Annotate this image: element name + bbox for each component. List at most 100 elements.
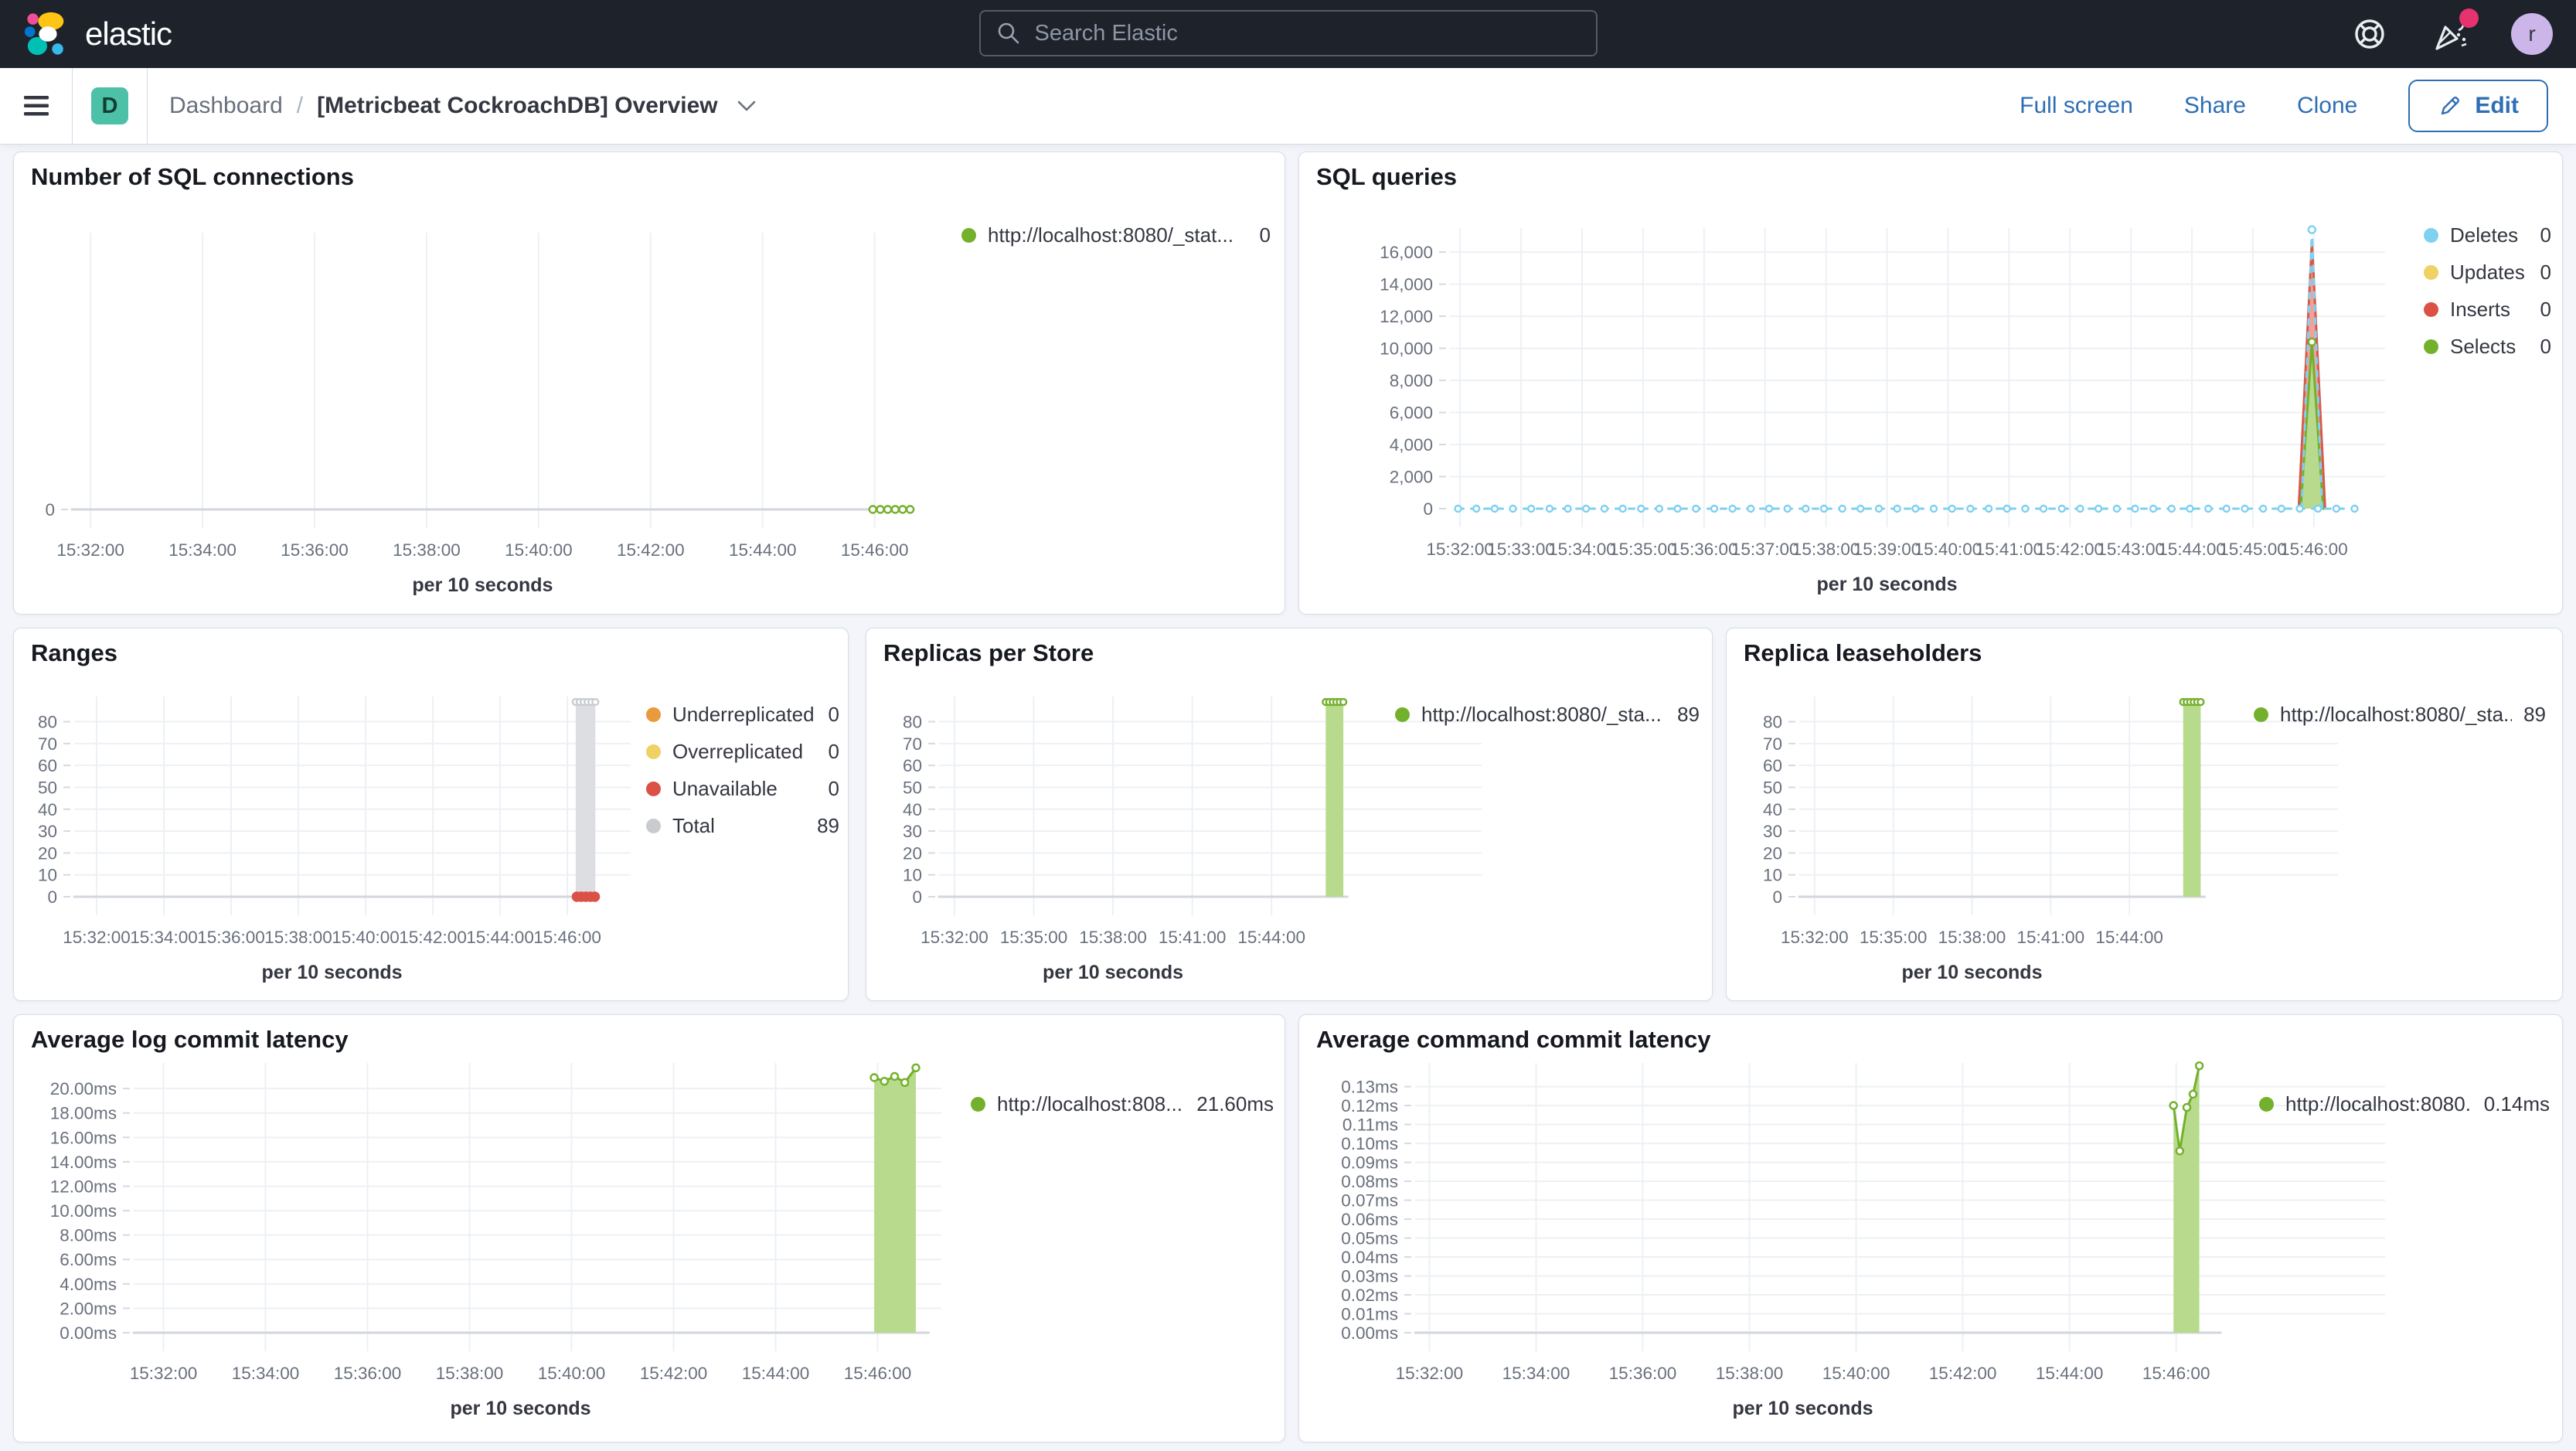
svg-text:per 10 seconds: per 10 seconds <box>1817 574 1958 595</box>
chart-replicas-per-store[interactable]: 0 10 20 30 40 50 60 70 80 15:32:00 15:35:00 15:38:0… <box>871 683 1536 1015</box>
chart-average-command-commit-latency[interactable]: 0.00ms0.01ms0.02ms0.03ms0.04ms0.05ms0.06… <box>1311 1058 2431 1429</box>
page-title: [Metricbeat CockroachDB] Overview <box>317 93 718 118</box>
svg-text:15:46:00: 15:46:00 <box>841 540 909 560</box>
chart-number-of-sql-connections[interactable]: 0 15:32:00 15:34:00 15:36:00 15:38:00 15:40:0… <box>29 214 1003 601</box>
svg-text:18.00ms: 18.00ms <box>50 1104 117 1123</box>
legend-label: http://localhost:8080/_stat... <box>988 223 1234 247</box>
legend-item[interactable]: http://localhost:8080/_sta... 89 <box>1395 703 1700 727</box>
svg-text:0.09ms: 0.09ms <box>1341 1153 1398 1173</box>
svg-text:15:42:00: 15:42:00 <box>2036 540 2104 559</box>
svg-text:30: 30 <box>1763 822 1782 841</box>
legend-marker-dot <box>2424 228 2438 243</box>
chevron-down-icon <box>737 100 755 111</box>
legend-item[interactable]: http://localhost:8080... 0.14ms <box>2259 1092 2550 1116</box>
svg-text:60: 60 <box>903 756 922 775</box>
svg-text:per 10 seconds: per 10 seconds <box>1733 1398 1873 1419</box>
svg-text:15:36:00: 15:36:00 <box>197 928 265 947</box>
svg-text:0.05ms: 0.05ms <box>1341 1229 1398 1248</box>
legend-item[interactable]: http://localhost:8080/_sta... 89 <box>2254 703 2546 727</box>
svg-text:15:37:00: 15:37:00 <box>1731 540 1799 559</box>
help-icon[interactable] <box>2350 15 2389 53</box>
global-search[interactable] <box>978 10 1598 56</box>
legend-item[interactable]: Selects 0 <box>2424 335 2551 359</box>
svg-text:15:32:00: 15:32:00 <box>1426 540 1494 559</box>
svg-text:2,000: 2,000 <box>1390 468 1433 487</box>
svg-text:0.08ms: 0.08ms <box>1341 1172 1398 1191</box>
panel-title: Average command commit latency <box>1316 1026 1711 1053</box>
legend-item[interactable]: Overreplicated 0 <box>646 740 839 764</box>
svg-text:0.00ms: 0.00ms <box>1341 1323 1398 1343</box>
svg-text:0.10ms: 0.10ms <box>1341 1134 1398 1153</box>
svg-text:60: 60 <box>38 756 57 775</box>
svg-text:15:34:00: 15:34:00 <box>1502 1364 1570 1383</box>
svg-text:10.00ms: 10.00ms <box>50 1201 117 1221</box>
legend-item[interactable]: Updates 0 <box>2424 261 2551 284</box>
elastic-logo[interactable]: elastic <box>23 10 172 58</box>
chart-ranges[interactable]: 0 10 20 30 40 50 60 70 80 15:32:00 15:34:00 15:36:0… <box>20 683 677 1015</box>
brand-wordmark: elastic <box>85 15 172 52</box>
panel-title: Replica leaseholders <box>1744 639 1982 666</box>
full-screen-button[interactable]: Full screen <box>2020 93 2133 118</box>
menu-button[interactable] <box>0 68 73 144</box>
svg-text:16,000: 16,000 <box>1380 243 1433 262</box>
dashboard-app-badge: D <box>91 87 128 124</box>
legend-item[interactable]: Underreplicated 0 <box>646 703 839 727</box>
panel-sql-queries: SQL queries 0 2,000 4,000 6,000 8,000 10,000 1… <box>1298 152 2563 615</box>
legend-value: 21.60ms <box>1196 1092 1274 1115</box>
legend-item[interactable]: http://localhost:808... 21.60ms <box>971 1092 1274 1116</box>
title-menu-chevron[interactable] <box>737 100 757 112</box>
legend-marker-dot <box>1395 707 1410 722</box>
legend-item[interactable]: Total 89 <box>646 814 839 838</box>
svg-text:per 10 seconds: per 10 seconds <box>412 574 553 596</box>
svg-text:0.12ms: 0.12ms <box>1341 1096 1398 1115</box>
legend-value: 0 <box>2540 298 2551 321</box>
svg-text:15:44:00: 15:44:00 <box>2036 1364 2104 1383</box>
edit-button[interactable]: Edit <box>2408 80 2548 132</box>
svg-text:10: 10 <box>38 866 57 885</box>
chart-sql-queries[interactable]: 0 2,000 4,000 6,000 8,000 10,000 12,000 14,000 1… <box>1311 214 2431 601</box>
newsfeed-icon[interactable] <box>2431 9 2479 53</box>
svg-text:15:36:00: 15:36:00 <box>1670 540 1738 559</box>
svg-text:15:38:00: 15:38:00 <box>1079 928 1147 947</box>
legend-label: Updates <box>2450 261 2525 284</box>
svg-text:80: 80 <box>38 713 57 732</box>
svg-text:15:42:00: 15:42:00 <box>617 540 685 560</box>
share-button[interactable]: Share <box>2183 93 2246 118</box>
legend-item[interactable]: Deletes 0 <box>2424 223 2551 247</box>
chart-legend: Underreplicated 0 Overreplicated 0 Unavailab… <box>646 703 839 851</box>
notification-dot <box>2459 9 2479 28</box>
svg-text:15:40:00: 15:40:00 <box>1822 1364 1890 1383</box>
chart-legend: http://localhost:8080/_sta... 89 <box>1395 703 1700 740</box>
clone-button[interactable]: Clone <box>2296 93 2358 118</box>
svg-text:15:42:00: 15:42:00 <box>399 928 467 947</box>
legend-label: Selects <box>2450 335 2516 358</box>
chart-replica-leaseholders[interactable]: 0 10 20 30 40 50 60 70 80 15:32:00 15:35:00 15:38:0… <box>1731 683 2388 1015</box>
svg-text:15:38:00: 15:38:00 <box>393 540 461 560</box>
chart-average-log-commit-latency[interactable]: 0.00ms 2.00ms 4.00ms 6.00ms 8.00ms 10.00ms 12.… <box>26 1058 992 1429</box>
chart-legend: http://localhost:808... 21.60ms <box>971 1092 1274 1129</box>
svg-text:15:40:00: 15:40:00 <box>538 1364 606 1383</box>
legend-marker-dot <box>2254 707 2268 722</box>
panel-title: Number of SQL connections <box>31 163 354 190</box>
dashboard-toolbar: D Dashboard / [Metricbeat CockroachDB] O… <box>0 68 2576 145</box>
svg-text:15:32:00: 15:32:00 <box>1781 928 1849 947</box>
user-avatar[interactable]: r <box>2511 13 2553 55</box>
svg-text:14,000: 14,000 <box>1380 275 1433 295</box>
elastic-logo-icon <box>24 12 64 56</box>
svg-text:0.13ms: 0.13ms <box>1341 1078 1398 1097</box>
legend-label: Underreplicated <box>672 703 815 726</box>
svg-text:15:40:00: 15:40:00 <box>1914 540 1982 559</box>
svg-text:15:34:00: 15:34:00 <box>232 1364 300 1383</box>
panel-number-of-sql-connections: Number of SQL connections 0 15:32:00 15:34… <box>13 152 1285 615</box>
breadcrumb-dashboard-link[interactable]: Dashboard <box>169 93 283 118</box>
legend-item[interactable]: Inserts 0 <box>2424 298 2551 322</box>
svg-text:50: 50 <box>1763 778 1782 797</box>
svg-text:8,000: 8,000 <box>1390 371 1433 390</box>
legend-item[interactable]: http://localhost:8080/_stat... 0 <box>961 223 1271 247</box>
breadcrumb-separator: / <box>296 93 304 118</box>
svg-text:15:41:00: 15:41:00 <box>2017 928 2085 947</box>
search-input[interactable] <box>1033 19 1581 47</box>
legend-marker-dot <box>646 819 661 833</box>
legend-item[interactable]: Unavailable 0 <box>646 777 839 801</box>
svg-text:15:32:00: 15:32:00 <box>130 1364 198 1383</box>
